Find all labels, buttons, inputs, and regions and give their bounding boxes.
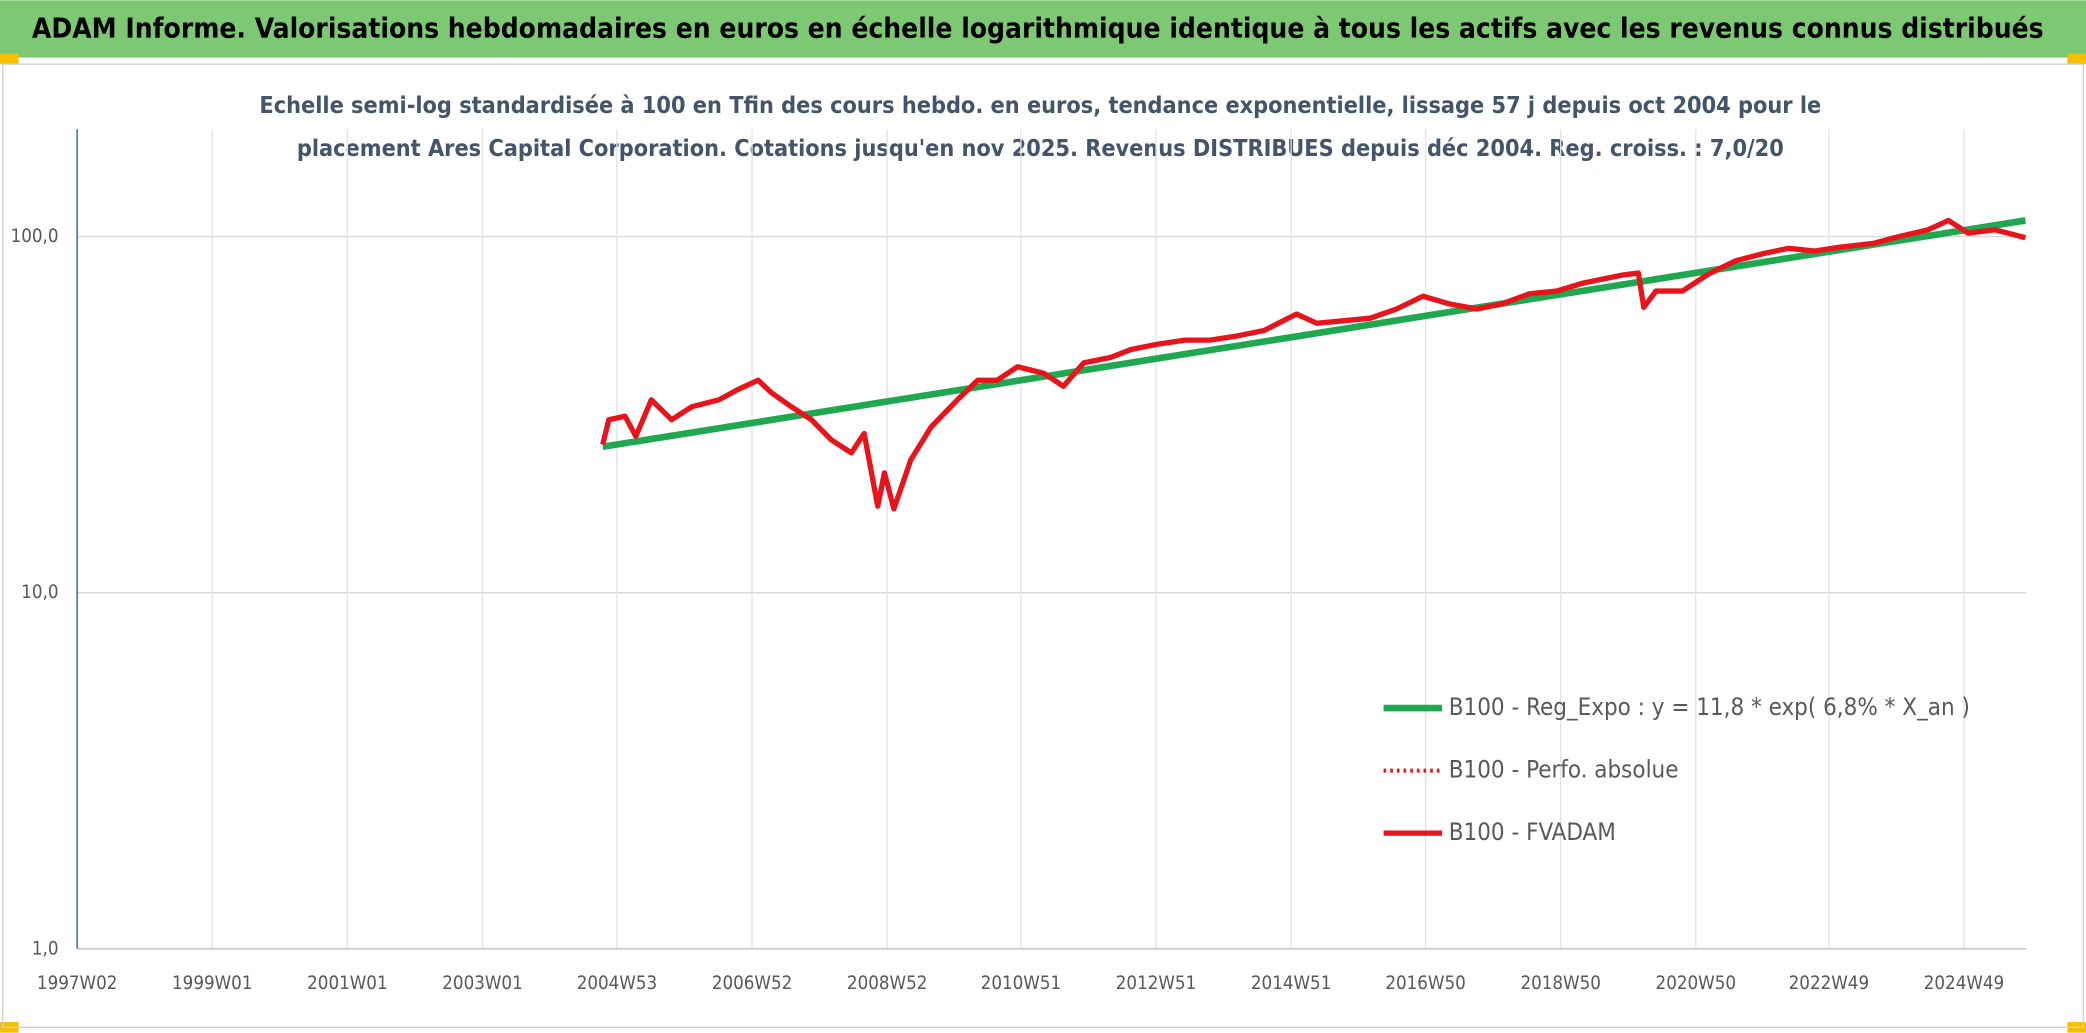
corner (0, 53, 19, 65)
x-tick-label: 2003W01 (442, 973, 522, 994)
page-title: ADAM Informe. Valorisations hebdomadaire… (32, 12, 2044, 45)
y-tick-label: 10,0 (21, 582, 58, 603)
x-tick-label: 2004W53 (577, 973, 657, 994)
x-tick-label: 2018W50 (1520, 973, 1600, 994)
legend-label: B100 - Reg_Expo : y = 11,8 * exp( 6,8% *… (1449, 693, 1970, 721)
x-tick-label: 2016W50 (1385, 973, 1465, 994)
x-tick-label: 2006W52 (712, 973, 792, 994)
series-line (602, 217, 2026, 451)
y-tick-label: 100,0 (11, 226, 59, 247)
x-tick-label: 2024W49 (1924, 973, 2004, 994)
chart-subtitle: Echelle semi-log standardisée à 100 en T… (259, 92, 1821, 119)
legend-label: B100 - Perfo. absolue (1449, 756, 1679, 784)
corner (2067, 53, 2086, 65)
x-tick-label: 2022W49 (1789, 973, 1869, 994)
x-tick-label: 1997W02 (37, 973, 117, 994)
legend-label: B100 - FVADAM (1449, 818, 1616, 846)
x-tick-label: 2020W50 (1656, 973, 1736, 994)
chart-subtitle: placement Ares Capital Corporation. Cota… (297, 135, 1784, 162)
x-tick-label: 1999W01 (172, 973, 252, 994)
legend: B100 - Reg_Expo : y = 11,8 * exp( 6,8% *… (1383, 693, 1970, 846)
plot (600, 217, 2027, 512)
header-bar (0, 0, 2086, 58)
x-tick-label: 2001W01 (307, 973, 387, 994)
series-line (600, 217, 2027, 512)
chart-border (1, 63, 2085, 1029)
x-tick-label: 2008W52 (847, 973, 927, 994)
y-tick-label: 1,0 (32, 938, 59, 959)
grid: 1,0 10,0 100,0 1997W02 1999W01 2001W01 2003W01… (11, 129, 2027, 994)
x-tick-label: 2010W51 (981, 973, 1061, 994)
x-tick-label: 2014W51 (1251, 973, 1331, 994)
x-tick-label: 2012W51 (1116, 973, 1196, 994)
